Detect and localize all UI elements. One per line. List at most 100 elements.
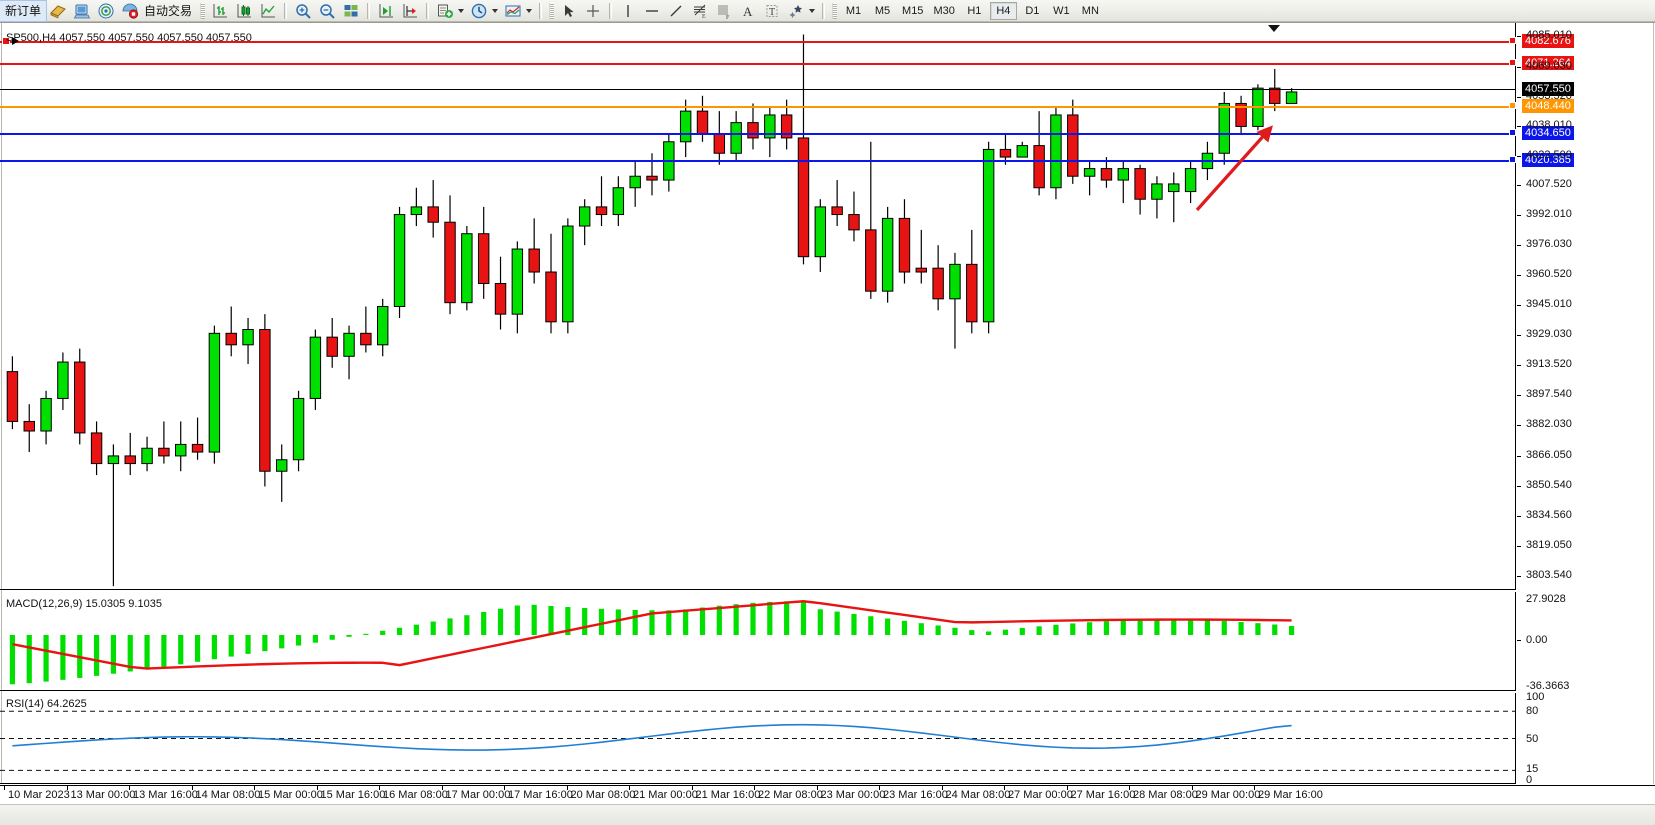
- macd-histogram-bar: [1053, 624, 1059, 635]
- crosshair-icon: [587, 4, 600, 17]
- price-tick: [1517, 575, 1521, 577]
- rsi-tick-label: 15: [1526, 763, 1539, 776]
- price-tag-resistance-2: 4082.676: [1522, 33, 1574, 48]
- timeframe-m30[interactable]: M30: [933, 4, 955, 17]
- macd-histogram-bar: [784, 601, 790, 635]
- macd-histogram-bar: [750, 602, 756, 635]
- price-line-last-price[interactable]: [0, 88, 1516, 90]
- candle: [477, 206, 490, 299]
- chart-shift-chevron-icon[interactable]: [1268, 25, 1280, 32]
- toolbar-grip-3[interactable]: [832, 2, 838, 19]
- fibo-icon: E: [694, 4, 706, 20]
- price-line-support-2[interactable]: [0, 160, 1516, 163]
- price-tick: [1517, 455, 1521, 457]
- crosshair-button[interactable]: [581, 1, 605, 21]
- tester-icon: [50, 4, 66, 19]
- fibo-fan-button[interactable]: F: [712, 1, 736, 21]
- candle: [376, 298, 389, 357]
- price-line-handle-resistance-1[interactable]: [1509, 58, 1516, 66]
- time-tick-label: 23 Mar 00:00: [820, 789, 886, 801]
- price-line-support-1[interactable]: [0, 132, 1516, 135]
- cursor-button[interactable]: [557, 1, 581, 21]
- periods-button[interactable]: [467, 1, 501, 21]
- tile-windows-button[interactable]: [339, 1, 363, 21]
- trendline-button[interactable]: [664, 1, 688, 21]
- candle: [275, 444, 288, 502]
- candle: [764, 107, 776, 158]
- time-tick: [441, 786, 443, 790]
- price-line-left-handle[interactable]: [2, 36, 10, 45]
- price-line-handle-resistance-2[interactable]: [1509, 36, 1516, 44]
- timeframe-w1[interactable]: W1: [1053, 4, 1070, 17]
- price-tick-label: 3803.540: [1526, 568, 1572, 581]
- hline-button[interactable]: [640, 1, 664, 21]
- market-watch-button[interactable]: [70, 1, 94, 21]
- timeframe-m5[interactable]: M5: [874, 4, 891, 17]
- time-tick: [1066, 786, 1068, 790]
- price-tag-entry: 4048.440: [1522, 99, 1574, 114]
- price-line-entry[interactable]: [0, 106, 1516, 109]
- text-button[interactable]: A: [736, 1, 760, 21]
- bar-chart-button[interactable]: [208, 1, 232, 21]
- macd-histogram-bar: [969, 630, 975, 635]
- rsi-pane[interactable]: [0, 693, 1516, 784]
- candle: [57, 352, 69, 410]
- text-label-button[interactable]: T: [760, 1, 784, 21]
- price-tick: [1517, 126, 1521, 128]
- line-chart-button[interactable]: [256, 1, 280, 21]
- timeframe-d1[interactable]: D1: [1025, 4, 1040, 17]
- candle: [1168, 172, 1180, 223]
- timeframe-h4[interactable]: H4: [989, 1, 1017, 20]
- price-line-resistance-2[interactable]: [0, 40, 1516, 43]
- fibo-button[interactable]: E: [688, 1, 712, 21]
- candle: [1285, 88, 1298, 104]
- autotrade-button[interactable]: 自动交易: [118, 1, 197, 21]
- price-tick-label: 3850.540: [1526, 478, 1572, 491]
- macd-histogram-bar: [43, 634, 49, 682]
- candle: [730, 111, 742, 161]
- candle: [494, 256, 507, 330]
- candle: [1218, 91, 1230, 165]
- timeframe-h1[interactable]: H1: [967, 4, 982, 17]
- auto-scroll-button[interactable]: [398, 1, 422, 21]
- timeframe-m1[interactable]: M1: [845, 4, 862, 17]
- templates-button[interactable]: [501, 1, 535, 21]
- macd-histogram-bar: [464, 615, 470, 635]
- timeframe-m15[interactable]: M15: [902, 4, 924, 17]
- timeframe-mn[interactable]: MN: [1081, 4, 1099, 17]
- line-chart-icon: [261, 3, 276, 17]
- vline-button[interactable]: [616, 1, 640, 21]
- zoom-in-button[interactable]: [291, 1, 315, 21]
- macd-pane[interactable]: [0, 592, 1516, 691]
- shapes-button[interactable]: [784, 1, 818, 21]
- time-tick-label: 27 Mar 16:00: [1070, 789, 1136, 801]
- macd-histogram-bar: [1272, 624, 1278, 635]
- macd-histogram-bar: [93, 634, 100, 676]
- price-line-handle-entry[interactable]: [1509, 102, 1516, 110]
- price-line-handle-support-1[interactable]: [1509, 128, 1516, 136]
- price-tick: [1517, 96, 1521, 98]
- macd-histogram-bar: [1221, 621, 1227, 635]
- tester-button[interactable]: [46, 1, 70, 21]
- price-line-resistance-1[interactable]: [0, 62, 1516, 65]
- candle-chart-button[interactable]: [232, 1, 256, 21]
- macd-histogram-bar: [245, 634, 251, 654]
- time-axis[interactable]: 10 Mar 2023 13 Mar 00:00 13 Mar 16:00 14 Ma…: [0, 785, 1655, 804]
- toolbar-grip-2[interactable]: [549, 2, 555, 19]
- price-line-handle-support-2[interactable]: [1509, 156, 1516, 164]
- candle: [831, 180, 843, 227]
- macd-histogram-bar: [363, 633, 369, 635]
- zoom-out-button[interactable]: [315, 1, 339, 21]
- time-tick: [1129, 786, 1130, 790]
- signals-button[interactable]: [94, 1, 118, 21]
- time-tick: [254, 786, 255, 790]
- macd-histogram-bar: [514, 605, 520, 635]
- chart-window[interactable]: SP500,H4 4057.550 4057.550 4057.550 4057…: [0, 22, 1655, 825]
- time-tick-label: 16 Mar 08:00: [383, 789, 448, 801]
- status-bar: [0, 804, 1655, 825]
- new-order-button[interactable]: 新订单: [0, 0, 48, 22]
- indicators-button[interactable]: [433, 1, 467, 21]
- macd-histogram-bar: [1103, 621, 1110, 635]
- toolbar-grip-1[interactable]: [200, 2, 206, 19]
- shift-end-button[interactable]: [374, 1, 398, 21]
